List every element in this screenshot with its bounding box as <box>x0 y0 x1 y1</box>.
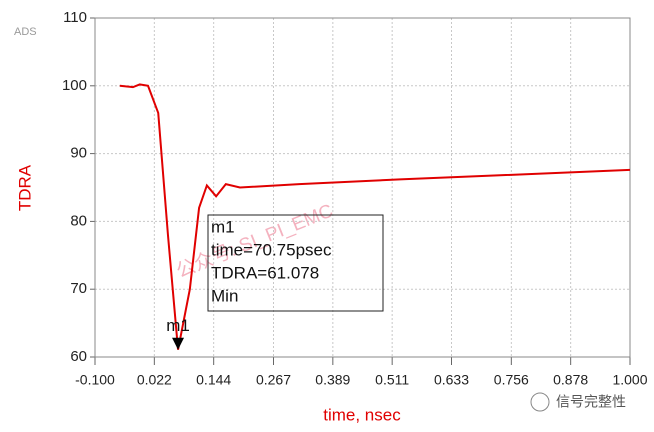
x-tick-label: 0.878 <box>553 372 588 388</box>
x-tick-label: 0.389 <box>315 372 350 388</box>
footer-icon <box>530 392 550 412</box>
marker-box <box>207 214 384 312</box>
y-tick-label: 80 <box>70 212 87 229</box>
footer: 信号完整性 <box>530 392 626 412</box>
x-tick-label: 0.756 <box>494 372 529 388</box>
y-axis-label: TDRA <box>15 164 34 211</box>
marker-text: time=70.75psec <box>211 240 332 259</box>
line-series <box>119 83 631 350</box>
x-tick-label: 1.000 <box>612 372 647 388</box>
y-tick-label: 110 <box>63 9 87 26</box>
badge: ADS <box>14 26 37 38</box>
marker-label: m1 <box>166 316 190 335</box>
marker-text: Min <box>211 286 238 305</box>
x-tick-label: 0.511 <box>375 372 409 388</box>
x-tick-label: 0.267 <box>256 372 291 388</box>
y-tick-label: 100 <box>62 77 87 94</box>
x-axis-label: time, nsec <box>323 405 401 424</box>
x-tick-label: 0.022 <box>137 372 172 388</box>
marker-text: TDRA=61.078 <box>211 263 319 282</box>
y-tick-label: 60 <box>70 348 87 365</box>
x-tick-label: 0.633 <box>434 372 469 388</box>
marker-text: m1 <box>211 217 235 236</box>
y-tick-label: 90 <box>70 145 87 162</box>
footer-text: 信号完整性 <box>556 394 626 410</box>
x-tick-label: 0.144 <box>196 372 231 388</box>
plot-frame <box>94 17 631 358</box>
x-tick-label: -0.100 <box>75 372 115 388</box>
marker-arrow <box>172 337 185 350</box>
y-tick-label: 70 <box>70 280 87 297</box>
